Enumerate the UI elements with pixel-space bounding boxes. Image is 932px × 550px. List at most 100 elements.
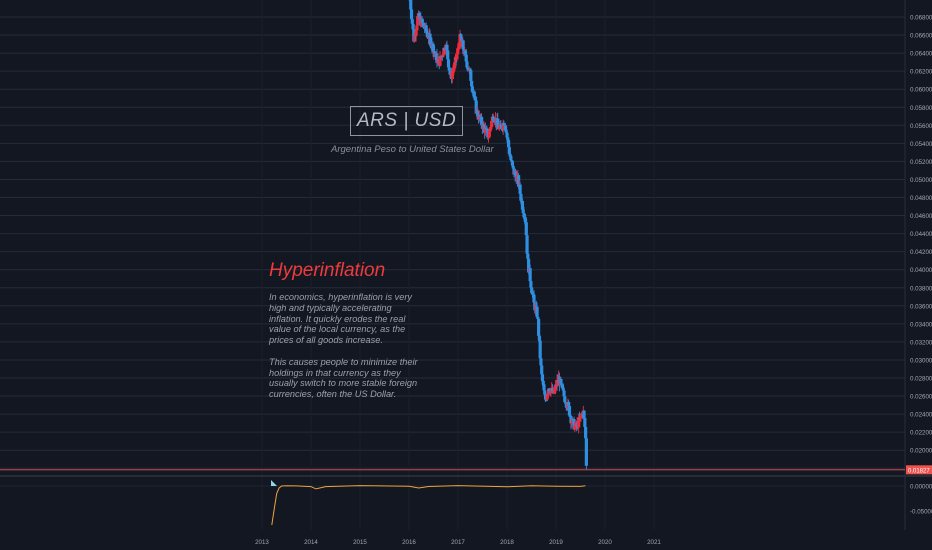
candle	[583, 417, 587, 427]
pair-subtitle: Argentina Peso to United States Dollar	[331, 144, 494, 155]
candle	[491, 116, 495, 120]
price-tick-label: 0.02200	[910, 430, 932, 437]
price-tick-label: 0.06400	[910, 51, 932, 58]
pair-label-box[interactable]: ARS | USD	[350, 106, 464, 136]
candle	[537, 335, 541, 341]
candle	[578, 416, 582, 419]
candle	[540, 374, 545, 381]
hyperinflation-title: Hyperinflation	[269, 260, 386, 281]
candle	[538, 340, 542, 359]
candle	[530, 287, 534, 294]
price-tick-label: 0.05800	[910, 105, 932, 112]
candle	[497, 127, 501, 130]
price-tick-label: 0.06600	[910, 33, 932, 40]
candle	[445, 44, 449, 51]
candle	[506, 137, 510, 141]
candle	[560, 383, 564, 385]
candle	[519, 193, 523, 201]
price-axis: 0.06800 0.06600 0.06400 0.06200 0.06000 0.058…	[906, 15, 932, 516]
candle	[567, 401, 571, 407]
price-tick-label: 0.04200	[910, 249, 932, 256]
candle	[547, 388, 552, 392]
candle	[413, 34, 417, 42]
paragraph-1: In economics, hyperinflation is very hig…	[269, 292, 412, 346]
price-tick-label: 0.03800	[910, 285, 932, 292]
candle	[471, 91, 475, 94]
candle	[553, 388, 557, 393]
candle	[452, 68, 456, 71]
year-tick-label: 2021	[647, 539, 661, 546]
year-tick-label: 2014	[304, 539, 318, 546]
candle	[520, 200, 525, 210]
candle	[428, 33, 432, 38]
year-tick-label: 2018	[500, 539, 514, 546]
candle	[505, 132, 509, 138]
osc-tick-label: -0.05000	[910, 509, 932, 516]
candle	[518, 184, 522, 194]
year-tick-label: 2020	[598, 539, 612, 546]
candle	[441, 54, 445, 57]
candle	[474, 100, 478, 114]
candle	[438, 56, 442, 66]
candle	[424, 25, 428, 32]
candle	[411, 23, 415, 30]
paragraph-2: This causes people to minimize their hol…	[269, 356, 418, 400]
candle	[466, 67, 470, 69]
candle	[545, 395, 549, 400]
candle	[431, 43, 435, 54]
candle	[577, 417, 581, 428]
candle	[544, 399, 548, 402]
candle	[456, 48, 460, 55]
candle	[510, 161, 515, 166]
candle	[451, 70, 455, 73]
price-tick-label: 0.04000	[910, 267, 932, 274]
candle	[496, 118, 500, 125]
candle	[480, 116, 484, 125]
candle	[464, 54, 468, 62]
candle	[476, 110, 480, 117]
price-tick-label: 0.02600	[910, 394, 932, 401]
candle	[485, 128, 489, 131]
candle	[470, 86, 474, 92]
candle	[473, 96, 478, 101]
hyperinflation-text: In economics, hyperinflation is very hig…	[269, 292, 419, 411]
year-tick-label: 2013	[255, 539, 269, 546]
candle	[533, 302, 537, 311]
candle	[526, 253, 530, 259]
candle	[425, 31, 429, 34]
candle	[573, 425, 577, 430]
candle	[468, 69, 472, 71]
oscillator-pane	[271, 480, 586, 526]
candle	[527, 258, 531, 273]
candle	[487, 130, 491, 137]
candle	[504, 130, 508, 133]
candles	[0, 0, 905, 471]
last-price-label: 0.01827	[908, 468, 930, 474]
candle	[523, 218, 528, 223]
candle	[422, 23, 426, 27]
candle	[435, 53, 439, 64]
candle	[459, 36, 464, 42]
price-tick-label: 0.06800	[910, 15, 932, 22]
candle	[420, 18, 424, 23]
price-tick-label: 0.06200	[910, 69, 932, 76]
price-tick-label: 0.05600	[910, 123, 932, 130]
candle	[567, 406, 572, 416]
candle	[516, 175, 521, 187]
candle	[584, 426, 588, 439]
candle	[582, 410, 586, 418]
year-tick-label: 2017	[451, 539, 465, 546]
candle	[461, 40, 465, 50]
candle	[560, 384, 565, 389]
candle	[579, 416, 583, 418]
price-tick-label: 0.03200	[910, 339, 932, 346]
candle	[537, 318, 541, 336]
candle	[540, 365, 544, 375]
price-tick-label: 0.02400	[910, 412, 932, 419]
candle	[508, 154, 512, 157]
price-tick-label: 0.03000	[910, 357, 932, 364]
candle	[509, 156, 513, 160]
osc-marker	[271, 480, 277, 486]
price-tick-label: 0.04400	[910, 231, 932, 238]
